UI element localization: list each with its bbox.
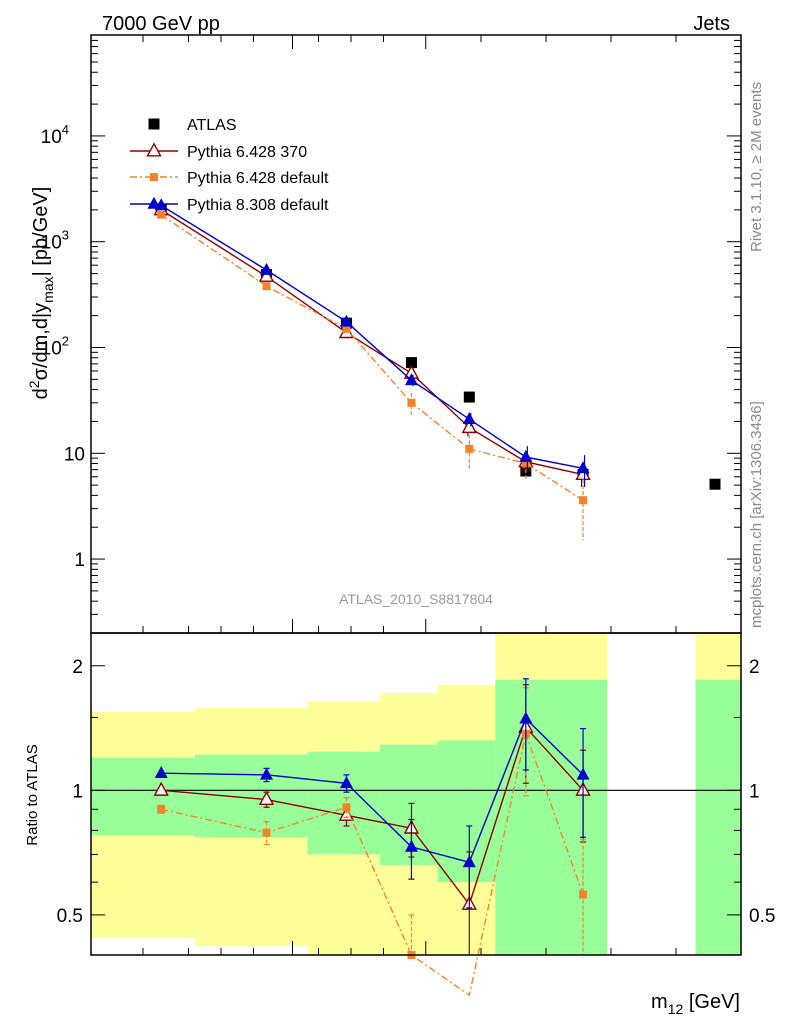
main-y-axis-label: d2σ/dm,d|ymax| [pb/GeV] bbox=[26, 187, 56, 400]
ratio-point-1-2 bbox=[342, 803, 351, 812]
x-axis-label: m12 [GeV] bbox=[651, 991, 740, 1017]
ratio-point-1-0 bbox=[157, 805, 166, 814]
main-point-0-4 bbox=[463, 391, 475, 403]
ratio-point-2-0 bbox=[154, 766, 168, 779]
legend-label-0: ATLAS bbox=[187, 117, 237, 134]
legend-label-1: Pythia 6.428 370 bbox=[187, 144, 307, 161]
main-point-0-7 bbox=[709, 478, 721, 490]
ratio-band-green-2 bbox=[307, 751, 380, 855]
main-ytick-label-4: 104 bbox=[41, 122, 69, 148]
main-point-2-4 bbox=[465, 444, 474, 453]
ratio-frame bbox=[90, 632, 742, 956]
mcplots-label: mcplots.cern.ch [arXiv:1306.3436] bbox=[748, 401, 765, 628]
ratio-ytick-label-right-0: 0.5 bbox=[749, 906, 775, 927]
main-ytick-label-2: 102 bbox=[41, 334, 69, 360]
ratio-ytick-label-right-2: 2 bbox=[749, 657, 760, 678]
main-point-1-1 bbox=[258, 267, 275, 282]
main-panel-plot bbox=[153, 198, 721, 541]
ratio-bands bbox=[91, 633, 741, 955]
ratio-point-1-6 bbox=[579, 890, 588, 899]
legend-marker-2 bbox=[150, 173, 158, 181]
header-collision: 7000 GeV pp bbox=[102, 13, 220, 35]
ratio-point-2-4 bbox=[462, 855, 476, 868]
main-point-2-1 bbox=[262, 282, 271, 291]
ratio-point-2-3 bbox=[404, 839, 418, 852]
main-point-3-6 bbox=[576, 461, 590, 474]
legend-marker-1 bbox=[146, 142, 162, 157]
main-ytick-label-0: 1 bbox=[74, 550, 85, 571]
ratio-band-green-6 bbox=[695, 679, 741, 955]
main-point-3-3 bbox=[404, 373, 418, 386]
main-ytick-label-3: 103 bbox=[41, 228, 69, 254]
main-ytick-label-1: 10 bbox=[64, 444, 85, 465]
ratio-band-green-5 bbox=[495, 679, 608, 955]
ratio-point-0-1 bbox=[258, 790, 275, 806]
legend-label-3: Pythia 8.308 default bbox=[187, 197, 329, 214]
main-point-3-4 bbox=[462, 411, 476, 424]
main-point-3-5 bbox=[519, 449, 533, 462]
main-series-line-1 bbox=[160, 209, 584, 476]
ratio-panel-plot bbox=[91, 678, 741, 997]
ratio-point-1-1 bbox=[262, 828, 271, 837]
main-point-2-3 bbox=[407, 398, 416, 407]
main-point-2-5 bbox=[521, 459, 530, 468]
ratio-point-2-1 bbox=[260, 767, 273, 780]
ratio-y-axis-label: Ratio to ATLAS bbox=[24, 744, 41, 845]
ratio-ytick-label-right-1: 1 bbox=[749, 781, 760, 802]
main-point-1-4 bbox=[461, 418, 477, 434]
legend-label-2: Pythia 6.428 default bbox=[187, 170, 329, 187]
main-point-3-1 bbox=[260, 262, 273, 275]
header-process: Jets bbox=[693, 13, 730, 35]
legend: ATLAS Pythia 6.428 370 Pythia 6.428 defaul… bbox=[130, 117, 329, 214]
ratio-point-2-5 bbox=[519, 711, 533, 724]
ratio-point-2-2 bbox=[339, 776, 353, 789]
main-point-3-2 bbox=[339, 314, 353, 327]
ratio-band-green-1 bbox=[195, 754, 308, 838]
rivet-label: Rivet 3.1.10, ≥ 2M events bbox=[748, 82, 765, 252]
main-point-2-0 bbox=[157, 210, 166, 219]
main-point-2-2 bbox=[342, 324, 351, 333]
ratio-ytick-label-1: 1 bbox=[72, 781, 83, 802]
ratio-band-green-4 bbox=[437, 740, 496, 883]
ratio-point-2-6 bbox=[576, 767, 590, 780]
main-point-2-6 bbox=[579, 496, 588, 505]
legend-marker-0 bbox=[148, 118, 160, 130]
main-series-line-3 bbox=[160, 204, 584, 470]
ratio-ytick-label-0: 0.5 bbox=[57, 906, 83, 927]
main-point-0-3 bbox=[405, 357, 417, 369]
ratio-band-green-0 bbox=[91, 757, 195, 835]
ratio-point-0-0 bbox=[153, 781, 169, 796]
axes-frame: 1 10 102 103 104 0.5 0.5 1 1 2 2 bbox=[41, 34, 775, 956]
ratio-ytick-label-2: 2 bbox=[72, 657, 83, 678]
legend-marker-3 bbox=[147, 196, 161, 209]
analysis-id-label: ATLAS_2010_S8817804 bbox=[339, 591, 493, 607]
